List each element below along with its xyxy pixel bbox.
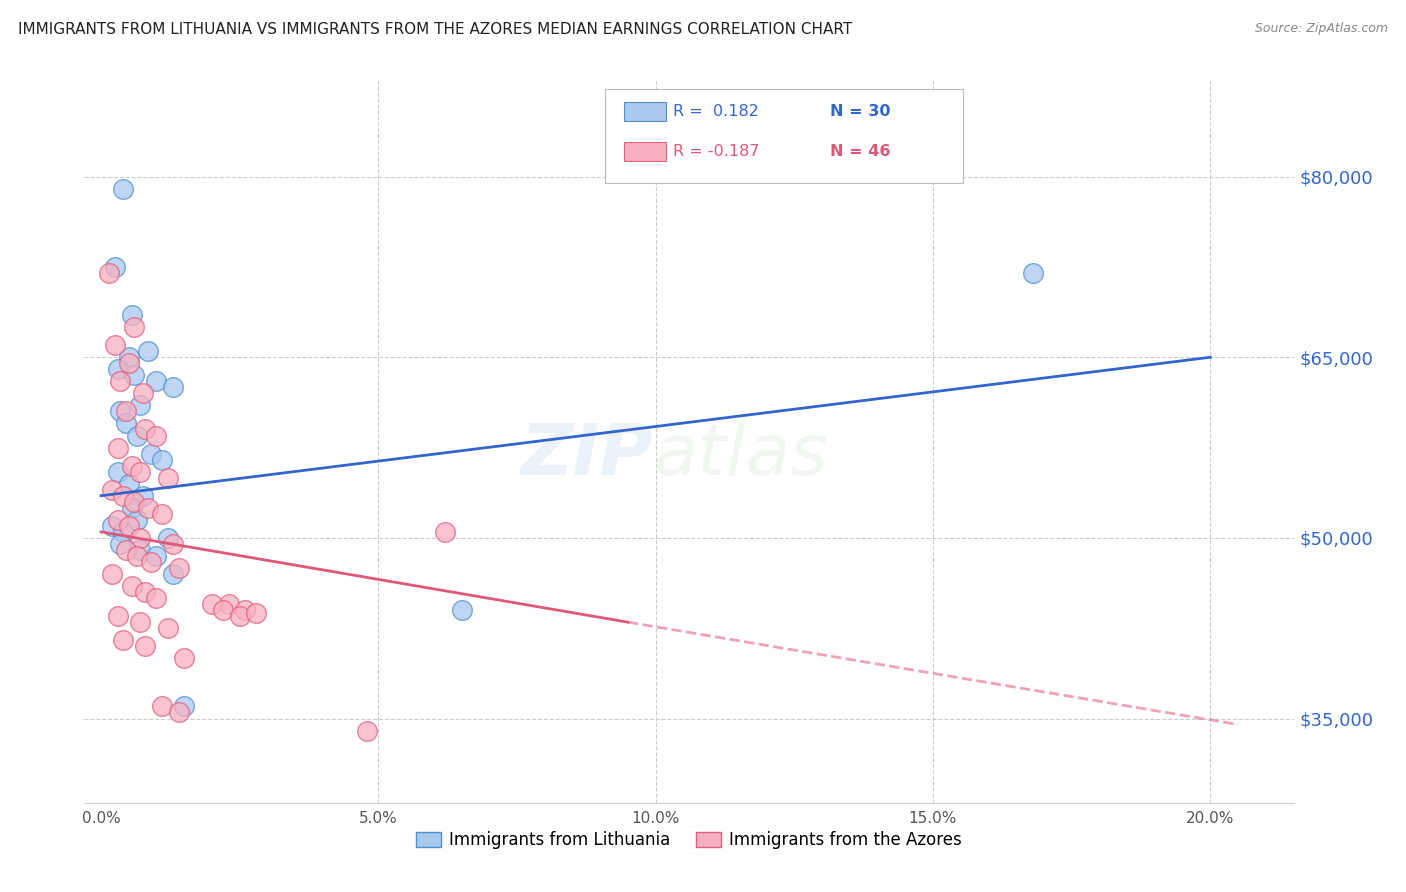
Text: atlas: atlas <box>652 422 827 491</box>
Point <box>101 483 124 497</box>
Point <box>173 699 195 714</box>
Point <box>150 452 173 467</box>
Point <box>162 537 184 551</box>
Point <box>107 513 129 527</box>
Point <box>112 524 135 539</box>
Point <box>128 615 150 629</box>
Point <box>356 723 378 738</box>
Point <box>110 404 132 418</box>
Point <box>115 417 138 431</box>
Point <box>112 181 135 195</box>
Point <box>110 374 132 388</box>
Point <box>145 428 167 442</box>
Point <box>118 476 141 491</box>
Point <box>124 320 146 334</box>
Point <box>128 542 150 557</box>
Point <box>150 699 173 714</box>
Point <box>121 500 143 515</box>
Text: IMMIGRANTS FROM LITHUANIA VS IMMIGRANTS FROM THE AZORES MEDIAN EARNINGS CORRELAT: IMMIGRANTS FROM LITHUANIA VS IMMIGRANTS … <box>18 22 852 37</box>
Point <box>107 609 129 624</box>
Legend: Immigrants from Lithuania, Immigrants from the Azores: Immigrants from Lithuania, Immigrants fr… <box>409 824 969 856</box>
Point <box>201 597 224 611</box>
Point <box>98 266 121 280</box>
Point <box>233 603 256 617</box>
Point <box>101 567 124 582</box>
Point <box>121 458 143 473</box>
Point <box>128 465 150 479</box>
Point <box>134 422 156 436</box>
Text: N = 30: N = 30 <box>830 104 890 119</box>
Point <box>128 398 150 412</box>
Point <box>107 362 129 376</box>
Point <box>104 260 127 274</box>
Text: R =  0.182: R = 0.182 <box>673 104 759 119</box>
Point <box>156 531 179 545</box>
Point <box>150 507 173 521</box>
Point <box>112 489 135 503</box>
Point <box>167 706 190 720</box>
Point <box>145 549 167 563</box>
Point <box>156 621 179 635</box>
Point <box>104 338 127 352</box>
Point <box>121 579 143 593</box>
Point <box>128 531 150 545</box>
Point <box>131 386 153 401</box>
Point <box>125 513 148 527</box>
Point <box>136 344 159 359</box>
Point <box>110 537 132 551</box>
Point <box>245 606 267 620</box>
Point <box>228 609 250 624</box>
Point <box>118 356 141 370</box>
Point <box>118 518 141 533</box>
Point <box>156 470 179 484</box>
Text: N = 46: N = 46 <box>830 145 890 159</box>
Point <box>145 591 167 605</box>
Point <box>218 597 240 611</box>
Text: ZIP: ZIP <box>520 422 652 491</box>
Point <box>450 603 472 617</box>
Point <box>124 494 146 508</box>
Point <box>112 633 135 648</box>
Point <box>101 518 124 533</box>
Point <box>433 524 456 539</box>
Point <box>107 465 129 479</box>
Point <box>162 380 184 394</box>
Point <box>124 368 146 383</box>
Point <box>139 555 162 569</box>
Point <box>118 350 141 364</box>
Point <box>125 549 148 563</box>
Point <box>139 446 162 460</box>
Text: Source: ZipAtlas.com: Source: ZipAtlas.com <box>1254 22 1388 36</box>
Point <box>115 542 138 557</box>
Point <box>136 500 159 515</box>
Point <box>167 561 190 575</box>
Text: R = -0.187: R = -0.187 <box>673 145 761 159</box>
Point <box>134 639 156 653</box>
Point <box>121 308 143 322</box>
Point <box>115 404 138 418</box>
Point <box>162 567 184 582</box>
Point <box>1022 266 1045 280</box>
Point <box>125 428 148 442</box>
Point <box>134 585 156 599</box>
Point <box>131 489 153 503</box>
Point <box>212 603 235 617</box>
Point <box>145 374 167 388</box>
Point <box>107 441 129 455</box>
Point <box>173 651 195 665</box>
